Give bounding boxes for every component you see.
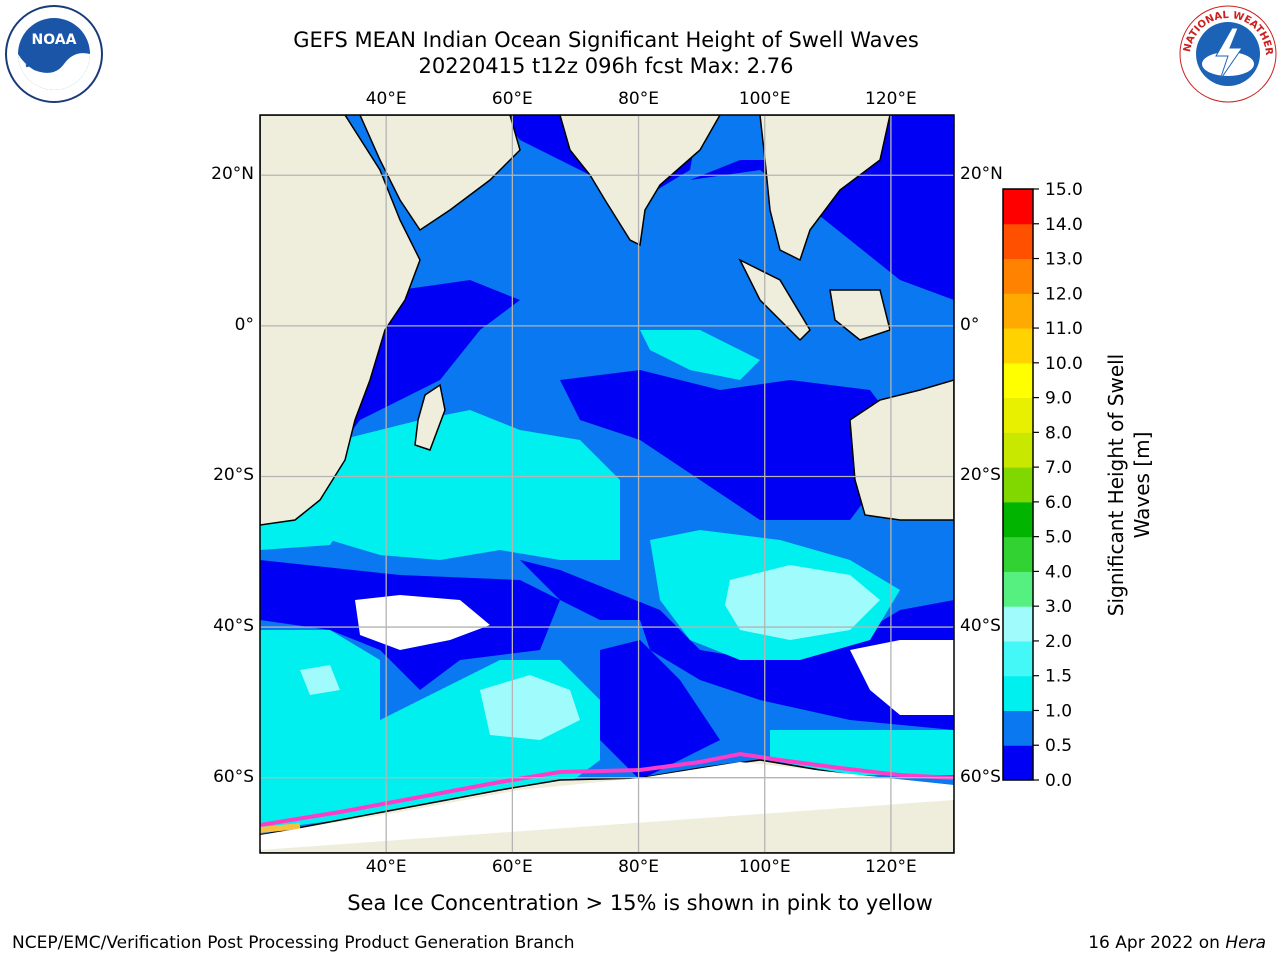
lon-tick-top: 100°E bbox=[738, 89, 791, 109]
lat-tick-right: 0° bbox=[960, 314, 980, 335]
lat-tick-left: 60°S bbox=[213, 766, 254, 787]
colorbar-swatch bbox=[1003, 258, 1033, 294]
colorbar-tick-label: 15.0 bbox=[1045, 180, 1083, 200]
colorbar-swatch bbox=[1003, 362, 1033, 399]
map-title: GEFS MEAN Indian Ocean Significant Heigh… bbox=[293, 28, 919, 52]
colorbar-tick-label: 2.0 bbox=[1045, 632, 1072, 652]
colorbar-tick-label: 3.0 bbox=[1045, 597, 1072, 617]
sea-ice-yellow bbox=[260, 823, 301, 833]
colorbar-tick-label: 7.0 bbox=[1045, 458, 1072, 478]
lon-tick-bottom: 60°E bbox=[491, 857, 533, 877]
lat-tick-right: 40°S bbox=[960, 616, 1001, 637]
lat-tick-left: 0° bbox=[234, 314, 254, 335]
map-area bbox=[260, 115, 954, 853]
colorbar-swatch bbox=[1003, 189, 1033, 225]
nws-logo: NATIONAL WEATHER SERVICE bbox=[1178, 4, 1277, 103]
colorbar-label: Significant Height of Swell Waves [m] bbox=[1104, 353, 1154, 617]
colorbar-swatch bbox=[1003, 397, 1033, 433]
colorbar-swatch bbox=[1003, 467, 1033, 503]
lon-tick-top: 60°E bbox=[491, 89, 533, 109]
footer-credit: NCEP/EMC/Verification Post Processing Pr… bbox=[12, 933, 575, 953]
gridlines bbox=[260, 115, 954, 853]
sea-ice-white bbox=[260, 762, 954, 850]
missing-data-regions bbox=[355, 595, 954, 715]
colorbar-tick-label: 12.0 bbox=[1045, 284, 1083, 304]
colorbar-tick-label: 0.0 bbox=[1045, 771, 1072, 791]
colorbar-swatch bbox=[1003, 536, 1033, 572]
colorbar-tick-label: 14.0 bbox=[1045, 215, 1083, 235]
colorbar-swatch bbox=[1003, 432, 1033, 468]
noaa-logo: NOAA bbox=[5, 5, 103, 103]
colorbar-swatch bbox=[1003, 606, 1033, 642]
map-frame bbox=[259, 114, 955, 854]
colorbar-tick-label: 1.0 bbox=[1045, 701, 1072, 721]
lon-tick-bottom: 40°E bbox=[365, 857, 407, 877]
colorbar-swatch bbox=[1003, 223, 1033, 260]
swell-high-regions bbox=[300, 565, 880, 740]
lon-tick-bottom: 120°E bbox=[865, 857, 917, 877]
lat-tick-left: 20°N bbox=[211, 164, 254, 185]
lon-tick-top: 120°E bbox=[865, 89, 917, 109]
colorbar-swatch bbox=[1003, 745, 1033, 781]
sea-ice-caption: Sea Ice Concentration > 15% is shown in … bbox=[347, 891, 933, 915]
colorbar-tick-label: 11.0 bbox=[1045, 319, 1083, 339]
footer-date: 16 Apr 2022 on Hera bbox=[1088, 933, 1266, 953]
colorbar-swatch bbox=[1003, 501, 1033, 538]
colorbar-tick-label: 13.0 bbox=[1045, 250, 1083, 270]
colorbar-swatch bbox=[1003, 293, 1033, 329]
colorbar-tick-label: 6.0 bbox=[1045, 493, 1072, 513]
lat-tick-right: 60°S bbox=[960, 766, 1001, 787]
lon-tick-bottom: 100°E bbox=[738, 857, 791, 877]
lon-tick-top: 40°E bbox=[365, 89, 407, 109]
colorbar-tick-label: 1.5 bbox=[1045, 667, 1072, 687]
svg-text:NOAA: NOAA bbox=[32, 32, 77, 48]
colorbar-tick-label: 9.0 bbox=[1045, 389, 1072, 409]
lon-tick-top: 80°E bbox=[618, 89, 659, 109]
colorbar-swatch bbox=[1003, 328, 1033, 364]
colorbar-tick-label: 8.0 bbox=[1045, 423, 1072, 443]
map-subtitle: 20220415 t12z 096h fcst Max: 2.76 bbox=[418, 54, 794, 78]
colorbar-tick-label: 0.5 bbox=[1045, 736, 1072, 756]
colorbar-tick-label: 5.0 bbox=[1045, 528, 1072, 548]
colorbar-tick-label: 4.0 bbox=[1045, 562, 1072, 582]
lat-tick-left: 40°S bbox=[213, 616, 254, 637]
lat-tick-left: 20°S bbox=[213, 465, 254, 486]
colorbar: 0.0 0.5 1.0 1.5 2.0 3.0 4.0 5.0 6.0 7.0 8.0 9.0 10.0… bbox=[1002, 180, 1083, 791]
lat-tick-right: 20°N bbox=[960, 164, 1003, 185]
colorbar-tick-label: 10.0 bbox=[1045, 354, 1083, 374]
lon-tick-bottom: 80°E bbox=[618, 857, 659, 877]
colorbar-swatch bbox=[1003, 710, 1033, 746]
colorbar-swatch bbox=[1003, 640, 1033, 677]
colorbar-frame bbox=[1002, 188, 1034, 781]
colorbar-swatch bbox=[1003, 571, 1033, 607]
lat-tick-right: 20°S bbox=[960, 465, 1001, 486]
sea-ice-edge bbox=[260, 751, 954, 827]
colorbar-swatch bbox=[1003, 675, 1033, 711]
